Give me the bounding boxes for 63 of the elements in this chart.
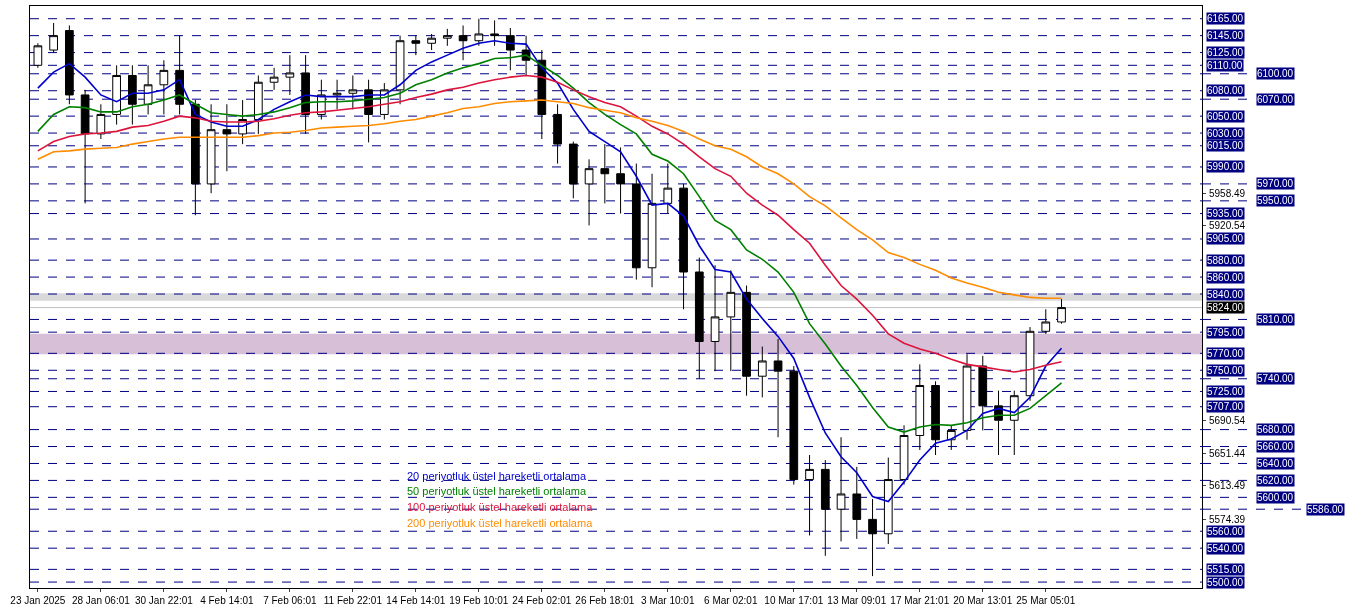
x-tick-label: 26 Feb 18:01	[575, 595, 635, 606]
ref-line-label: 5540.00	[1207, 543, 1244, 554]
x-tick-label: 25 Mar 05:01	[1016, 595, 1076, 606]
ref-line-label: 5840.00	[1207, 289, 1244, 300]
x-tick-label: 28 Jan 06:01	[71, 595, 131, 606]
ref-line-label: 5824.00	[1207, 302, 1244, 313]
ref-line-label: 5750.00	[1207, 365, 1244, 376]
ref-line-label: 5640.00	[1257, 458, 1294, 469]
ref-line-label: 6165.00	[1207, 13, 1244, 24]
x-tick-label: 13 Mar 09:01	[827, 595, 887, 606]
y-tick-label: 5574.39	[1209, 513, 1246, 525]
ref-line-label: 6145.00	[1207, 30, 1244, 41]
x-tick-label: 19 Feb 10:01	[449, 595, 509, 606]
ref-line-label: 5905.00	[1207, 233, 1244, 244]
x-tick-label: 17 Mar 21:01	[890, 595, 950, 606]
y-tick-label: 5651.44	[1209, 448, 1246, 460]
text: 20 periyotluk üstel hareketli ortalama	[407, 470, 588, 482]
x-tick-label: 11 Feb 22:01	[323, 595, 383, 606]
x-tick-label: 10 Mar 17:01	[764, 595, 824, 606]
ref-line-label: 5620.00	[1257, 475, 1294, 486]
y-tick-label: 5690.54	[1209, 415, 1246, 427]
ref-line-label: 5970.00	[1257, 178, 1294, 189]
ref-line-label: 5725.00	[1207, 386, 1244, 397]
x-tick-label: 3 Mar 10:01	[641, 595, 695, 606]
ref-line-label: 6030.00	[1207, 128, 1244, 139]
ref-line-label: 6125.00	[1207, 47, 1244, 58]
ref-line-label: 6050.00	[1207, 111, 1244, 122]
ref-line-label: 6080.00	[1207, 85, 1244, 96]
ref-line-label: 5810.00	[1257, 314, 1294, 325]
ref-line-label: 5795.00	[1207, 327, 1244, 338]
ref-line-label: 5515.00	[1207, 564, 1244, 575]
ref-line-label: 5950.00	[1257, 195, 1294, 206]
x-tick-label: 14 Feb 14:01	[386, 595, 446, 606]
y-tick-label: 5920.54	[1209, 220, 1246, 232]
ref-line-label: 6110.00	[1207, 60, 1243, 71]
text: 100 periyotluk üstel hareketli ortalama	[407, 501, 594, 513]
text: 200 periyotluk üstel hareketli ortalama	[407, 517, 594, 529]
ref-line-label: 5935.00	[1207, 208, 1244, 219]
ref-line-label: 6015.00	[1207, 140, 1244, 151]
ref-line-label: 5770.00	[1207, 348, 1244, 359]
x-tick-label: 23 Jan 2025	[10, 595, 66, 606]
x-tick-label: 4 Feb 14:01	[200, 595, 254, 606]
ref-line-label: 6100.00	[1257, 68, 1294, 79]
ref-line-label: 5990.00	[1207, 161, 1244, 172]
y-tick-label: 5613.49	[1209, 480, 1246, 492]
x-tick-label: 30 Jan 22:01	[134, 595, 194, 606]
ref-line-label: 6070.00	[1257, 94, 1294, 105]
ref-line-label: 5740.00	[1257, 373, 1294, 384]
ref-line-label: 5680.00	[1257, 424, 1294, 435]
text: 50 periyotluk üstel hareketli ortalama	[407, 485, 588, 497]
ref-line-label: 5860.00	[1207, 272, 1244, 283]
ref-line-label: 5500.00	[1207, 577, 1244, 588]
ref-line-label: 5560.00	[1207, 526, 1244, 537]
ref-line-label: 5880.00	[1207, 255, 1244, 266]
x-tick-label: 6 Mar 02:01	[704, 595, 758, 606]
x-tick-label: 20 Mar 13:01	[953, 595, 1013, 606]
ref-line-label: 5660.00	[1257, 441, 1294, 452]
y-tick-label: 5958.49	[1209, 188, 1246, 200]
ref-line-label: 5707.00	[1207, 401, 1244, 412]
ref-line-label: 5586.00	[1307, 504, 1344, 515]
ref-line-label: 5600.00	[1257, 492, 1294, 503]
x-tick-label: 7 Feb 06:01	[263, 595, 317, 606]
x-tick-label: 24 Feb 02:01	[512, 595, 572, 606]
